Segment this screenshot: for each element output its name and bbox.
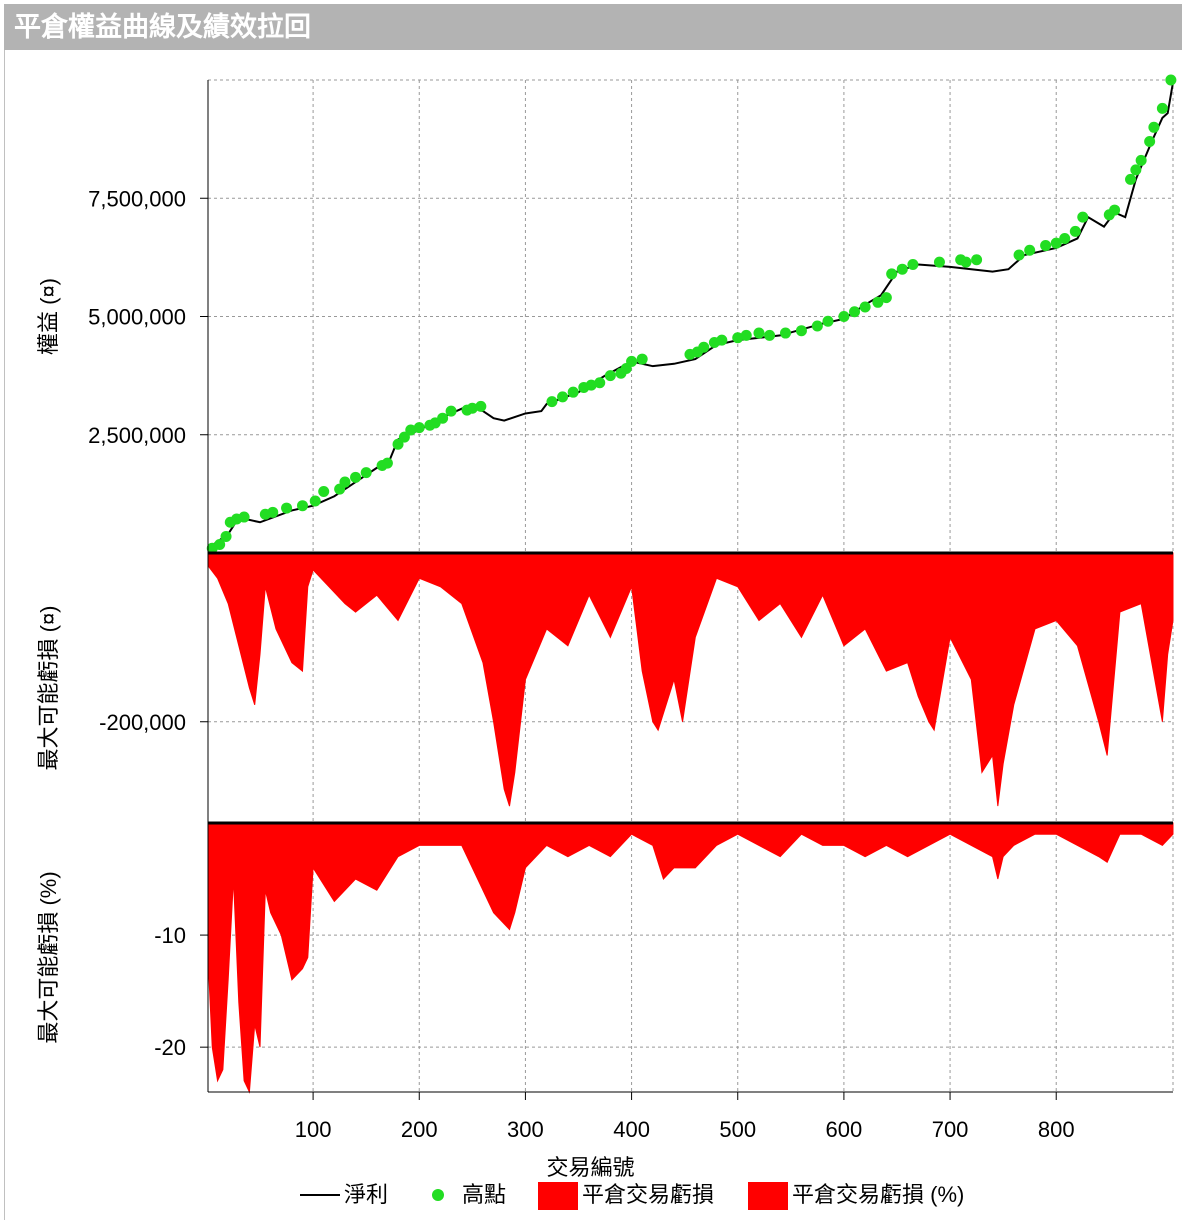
legend-swatch-dot — [432, 1189, 444, 1201]
drawdown-area — [207, 552, 1174, 807]
high-point-marker — [567, 386, 579, 398]
high-point-marker — [907, 258, 919, 270]
drawdown-area — [207, 822, 1174, 1094]
high-point-marker — [822, 315, 834, 327]
high-point-marker — [971, 254, 983, 266]
high-point-marker — [896, 263, 908, 275]
y-tick-label: -200,000 — [99, 710, 186, 735]
high-point-marker — [413, 422, 425, 434]
high-point-marker — [1156, 102, 1168, 114]
high-point-marker — [886, 268, 898, 280]
legend-label: 平倉交易虧損 (%) — [792, 1182, 964, 1207]
high-point-marker — [1144, 135, 1156, 147]
y-axis-label: 最大可能虧損 (%) — [36, 871, 61, 1043]
high-point-marker — [381, 457, 393, 469]
high-point-marker — [1148, 121, 1160, 133]
drawdown-value-panel — [207, 551, 1174, 807]
high-point-marker — [1130, 164, 1142, 176]
high-point-marker — [405, 424, 417, 436]
x-tick-label: 500 — [719, 1117, 756, 1142]
axis-layer: 100 200 300 400 500 600 700 800 2,500,000 5,000,0… — [36, 80, 1173, 1180]
high-point-marker — [238, 511, 250, 523]
high-point-marker — [557, 391, 569, 403]
high-point-marker — [1125, 173, 1137, 185]
high-point-marker — [350, 471, 362, 483]
high-point-marker — [811, 320, 823, 332]
y-tick-label: 7,500,000 — [88, 186, 186, 211]
high-point-marker — [267, 506, 279, 518]
x-tick-label: 100 — [295, 1117, 332, 1142]
legend-label: 平倉交易虧損 — [582, 1182, 714, 1207]
high-point-marker — [1040, 240, 1052, 252]
high-point-marker — [1135, 154, 1147, 166]
high-point-marker — [753, 327, 765, 339]
high-point-marker — [220, 530, 232, 542]
high-point-marker — [585, 379, 597, 391]
high-point-marker — [716, 334, 728, 346]
high-point-marker — [1024, 244, 1036, 256]
x-tick-label: 700 — [932, 1117, 969, 1142]
high-point-marker — [296, 500, 308, 512]
drawdown-percent-panel — [207, 821, 1174, 1094]
y-axis-label: 權益 (¤) — [36, 278, 61, 355]
high-point-marker — [740, 329, 752, 341]
x-tick-label: 200 — [401, 1117, 438, 1142]
x-tick-label: 300 — [507, 1117, 544, 1142]
high-point-marker — [960, 256, 972, 268]
y-tick-label: 2,500,000 — [88, 423, 186, 448]
y-tick-label: -20 — [154, 1035, 186, 1060]
legend-swatch-box — [538, 1182, 578, 1210]
high-point-marker — [475, 400, 487, 412]
high-point-marker — [880, 292, 892, 304]
high-point-marker — [398, 431, 410, 443]
high-point-marker — [214, 538, 226, 550]
x-tick-label: 800 — [1038, 1117, 1075, 1142]
x-axis-label: 交易編號 — [546, 1155, 634, 1180]
high-point-marker — [318, 486, 330, 498]
high-point-marker — [1059, 232, 1071, 244]
high-point-marker — [795, 325, 807, 337]
high-point-marker — [594, 377, 606, 389]
high-point-marker — [626, 355, 638, 367]
high-point-marker — [1069, 225, 1081, 237]
legend-swatch-box — [748, 1182, 788, 1210]
high-point-marker — [437, 412, 449, 424]
window-title: 平倉權益曲線及績效拉回 — [4, 4, 1182, 50]
high-point-marker — [1077, 211, 1089, 223]
high-point-marker — [281, 502, 293, 514]
high-point-marker — [466, 402, 478, 414]
high-point-marker — [1165, 74, 1177, 86]
high-point-marker — [1109, 204, 1121, 216]
high-point-marker — [604, 370, 616, 382]
high-point-marker — [859, 301, 871, 313]
high-point-marker — [360, 467, 372, 479]
high-point-marker — [339, 476, 351, 488]
y-axis-label: 最大可能虧損 (¤) — [36, 605, 61, 770]
x-tick-label: 600 — [826, 1117, 863, 1142]
high-point-marker — [872, 296, 884, 308]
equity-panel — [206, 74, 1177, 554]
high-point-marker — [309, 495, 321, 507]
legend: 淨利 高點 平倉交易虧損 平倉交易虧損 (%) — [300, 1182, 964, 1210]
high-point-marker — [636, 353, 648, 365]
x-tick-label: 400 — [613, 1117, 650, 1142]
high-point-marker — [546, 396, 558, 408]
high-point-marker — [1050, 237, 1062, 249]
high-point-marker — [933, 256, 945, 268]
high-point-marker — [780, 327, 792, 339]
frame-border — [4, 50, 5, 1220]
high-point-marker — [1013, 249, 1025, 261]
high-point-marker — [445, 405, 457, 417]
high-point-marker — [392, 438, 404, 450]
y-tick-label: -10 — [154, 923, 186, 948]
legend-label: 淨利 — [344, 1182, 388, 1207]
legend-label: 高點 — [462, 1182, 506, 1207]
high-point-marker — [849, 306, 861, 318]
y-tick-label: 5,000,000 — [88, 305, 186, 330]
high-point-marker — [732, 332, 744, 344]
high-point-marker — [764, 329, 776, 341]
high-point-marker — [838, 311, 850, 322]
high-point-marker — [698, 341, 710, 353]
